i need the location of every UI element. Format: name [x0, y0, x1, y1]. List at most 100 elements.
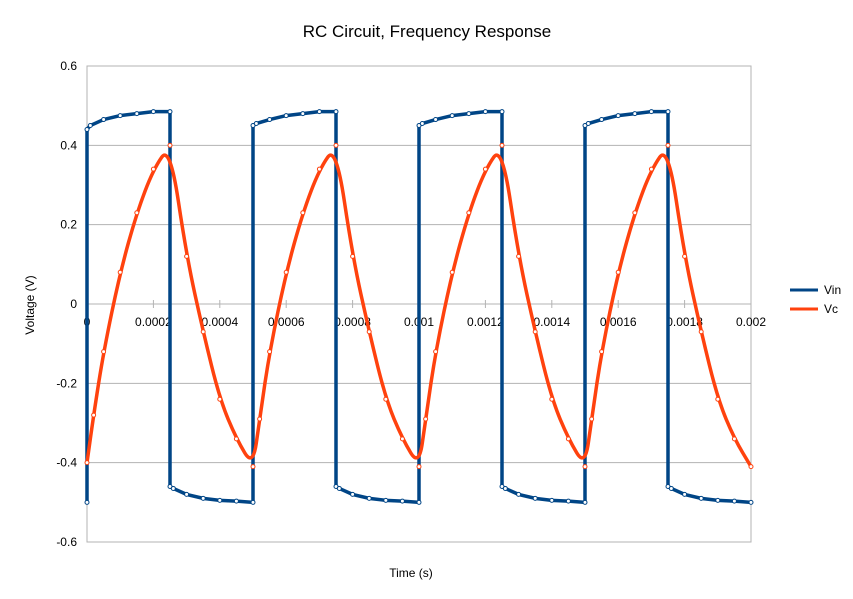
data-point-vc [648, 166, 654, 172]
data-point-vc [698, 329, 704, 335]
data-point-vc [582, 464, 588, 470]
x-tick-label: 0.0014 [533, 315, 570, 329]
data-point-vin [383, 497, 389, 503]
data-point-vin [599, 117, 605, 123]
data-point-vin [502, 485, 508, 491]
data-point-vc [416, 464, 422, 470]
data-point-vc [283, 269, 289, 275]
data-point-vin [615, 113, 621, 119]
data-point-vc [748, 464, 754, 470]
data-point-vin [170, 485, 176, 491]
y-axis-label: Voltage (V) [23, 275, 37, 334]
y-tick-label: 0.6 [60, 59, 77, 73]
data-point-vc [423, 416, 429, 422]
data-point-vc [383, 396, 389, 402]
series-layer [84, 109, 754, 505]
data-point-vin [200, 495, 206, 501]
data-point-vc [682, 253, 688, 259]
data-point-vin [466, 111, 472, 117]
data-point-vin [419, 121, 425, 127]
data-point-vc [150, 166, 156, 172]
data-point-vc [300, 210, 306, 216]
data-point-vin [665, 109, 671, 115]
y-tick-label: -0.2 [56, 376, 77, 390]
data-point-vin [585, 121, 591, 127]
data-point-vin [217, 497, 223, 503]
data-point-vc [516, 253, 522, 259]
x-tick-label: 0.0004 [201, 315, 238, 329]
data-point-vin [416, 499, 422, 505]
data-point-vc [366, 329, 372, 335]
data-point-vc [167, 142, 173, 148]
data-point-vc [549, 396, 555, 402]
data-point-vc [217, 396, 223, 402]
x-tick-label: 0.0008 [334, 315, 371, 329]
data-point-vc [731, 436, 737, 442]
data-point-vc [482, 166, 488, 172]
data-point-vin [682, 491, 688, 497]
data-point-vin [565, 498, 571, 504]
x-tick-label: 0.0018 [666, 315, 703, 329]
data-point-vc [184, 253, 190, 259]
data-point-vc [84, 460, 90, 466]
data-point-vc [532, 329, 538, 335]
data-point-vc [200, 329, 206, 335]
data-point-vin [253, 121, 259, 127]
data-point-vin [167, 109, 173, 115]
data-point-vc [632, 210, 638, 216]
data-point-vin [350, 491, 356, 497]
data-point-vin [134, 111, 140, 117]
data-point-vin [731, 498, 737, 504]
x-tick-label: 0.0002 [135, 315, 172, 329]
data-point-vin [300, 111, 306, 117]
data-point-vin [250, 499, 256, 505]
data-point-vc [599, 349, 605, 355]
data-point-vin [516, 491, 522, 497]
data-point-vc [91, 412, 97, 418]
data-point-vc [233, 436, 239, 442]
y-tick-labels: 0.6 0.4 0.2 0 -0.2 -0.4 -0.6 [56, 59, 77, 549]
data-point-vin [698, 495, 704, 501]
data-point-vin [366, 495, 372, 501]
data-point-vc [433, 349, 439, 355]
data-point-vin [84, 126, 90, 132]
data-point-vin [449, 113, 455, 119]
data-point-vc [101, 349, 107, 355]
y-tick-label: -0.6 [56, 535, 77, 549]
data-point-vin [87, 123, 93, 128]
data-point-vin [549, 497, 555, 503]
data-point-vc [257, 416, 263, 422]
data-point-vin [482, 109, 488, 115]
data-point-vc [316, 166, 322, 172]
y-tick-label: 0 [70, 297, 77, 311]
data-point-vc [589, 416, 595, 422]
data-point-vin [399, 498, 405, 504]
x-tick-label: 0.002 [736, 315, 766, 329]
legend-label-vc: Vc [824, 302, 838, 316]
data-point-vc [399, 436, 405, 442]
data-point-vin [532, 495, 538, 501]
series-line-vc [85, 153, 753, 468]
data-point-vin [150, 109, 156, 115]
data-point-vc [715, 396, 721, 402]
data-point-vc [250, 464, 256, 470]
data-point-vc [665, 142, 671, 148]
data-point-vin [101, 117, 107, 123]
data-point-vc [615, 269, 621, 275]
data-point-vc [134, 210, 140, 216]
data-point-vc [499, 142, 505, 148]
data-point-vin [648, 109, 654, 115]
data-point-vin [336, 485, 342, 491]
x-tick-label: 0.0012 [467, 315, 504, 329]
data-point-vin [582, 499, 588, 505]
data-point-vin [632, 111, 638, 117]
y-tick-label: -0.4 [56, 456, 77, 470]
data-point-vc [267, 349, 273, 355]
data-point-vin [715, 497, 721, 503]
data-point-vc [466, 210, 472, 216]
data-point-vin [233, 498, 239, 504]
data-point-vin [748, 499, 754, 505]
legend: Vin Vc [790, 283, 841, 316]
y-tick-label: 0.4 [60, 138, 77, 152]
chart-title: RC Circuit, Frequency Response [303, 22, 551, 41]
